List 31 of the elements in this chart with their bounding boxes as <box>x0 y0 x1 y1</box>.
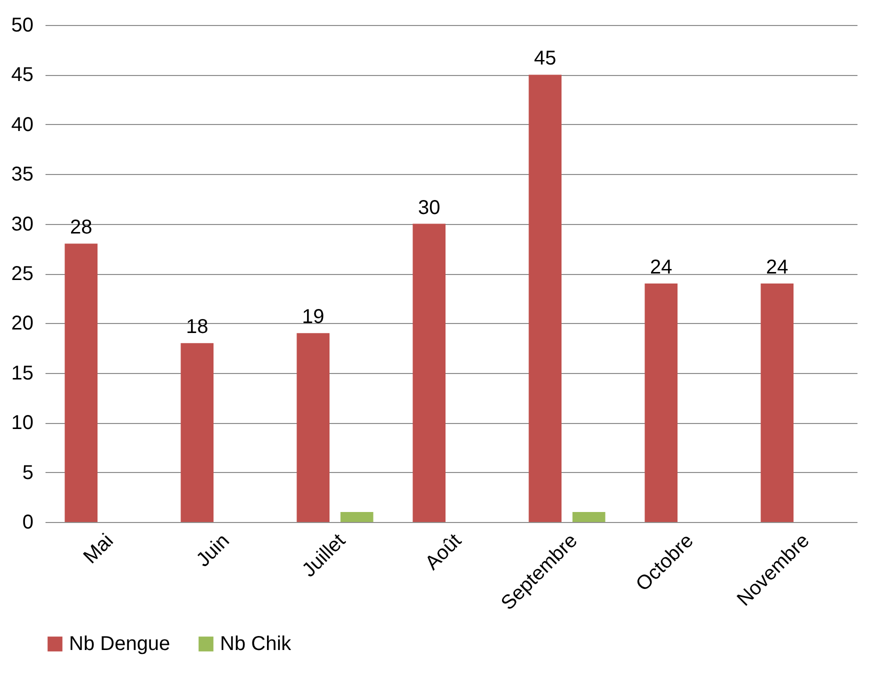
bar <box>760 283 794 522</box>
data-label: 45 <box>534 48 556 70</box>
bar <box>528 74 562 522</box>
y-tick-label: 15 <box>11 362 34 384</box>
y-tick-label: 0 <box>22 512 34 534</box>
bar <box>412 224 446 522</box>
bar <box>572 512 606 522</box>
y-tick-label: 30 <box>11 213 34 236</box>
bar <box>340 512 374 522</box>
data-label: 24 <box>766 256 788 278</box>
y-tick-label: 40 <box>11 114 34 136</box>
data-label: 19 <box>302 306 324 328</box>
y-tick-label: 10 <box>11 412 34 434</box>
y-tick-label: 20 <box>11 312 34 335</box>
y-tick-label: 5 <box>22 462 34 484</box>
data-label: 28 <box>70 216 92 239</box>
legend-label: Nb Chik <box>220 633 292 655</box>
bar <box>644 283 678 522</box>
bar <box>64 244 98 522</box>
bar <box>180 343 214 522</box>
data-label: 18 <box>186 316 208 338</box>
x-tick-label: Juin <box>192 530 234 572</box>
y-tick-label: 45 <box>11 64 34 86</box>
y-tick-label: 25 <box>11 263 34 285</box>
y-tick-label: 50 <box>11 14 34 36</box>
bar <box>296 333 330 522</box>
data-label: 30 <box>418 196 440 219</box>
legend-label: Nb Dengue <box>69 633 170 655</box>
data-label: 24 <box>650 256 672 278</box>
x-tick-label: Mai <box>80 530 118 568</box>
y-tick-label: 35 <box>11 164 34 186</box>
